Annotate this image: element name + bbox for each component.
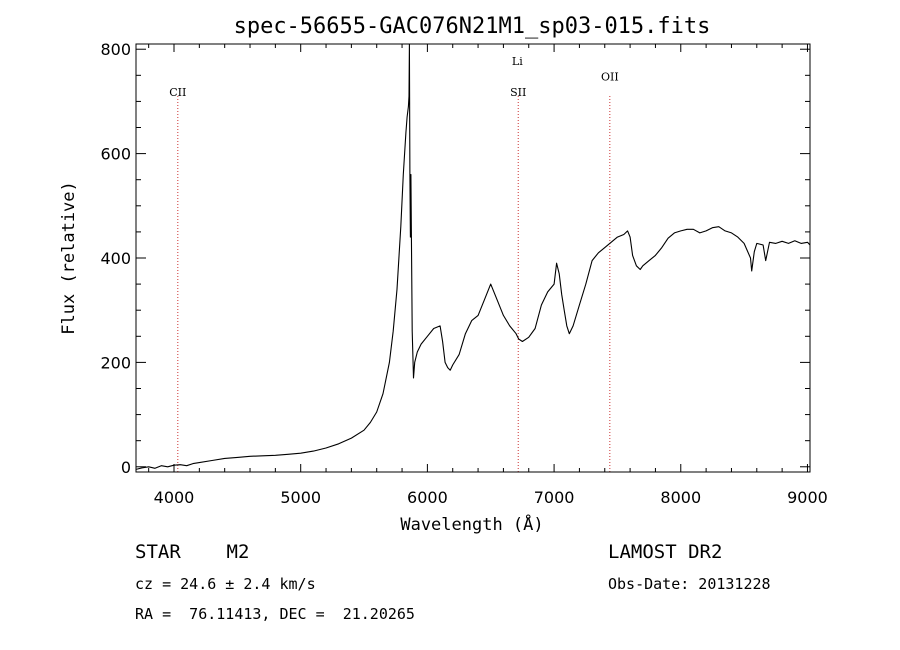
line-marker-label: Li xyxy=(512,55,523,68)
line-marker-label: SII xyxy=(510,86,526,99)
survey-name: LAMOST DR2 xyxy=(608,541,723,563)
y-tick-label: 400 xyxy=(100,249,131,268)
observation-date: Obs-Date: 20131228 xyxy=(608,575,771,593)
line-marker-label: OII xyxy=(601,71,619,84)
y-tick-label: 200 xyxy=(100,353,131,372)
y-axis-label: Flux (relative) xyxy=(59,181,79,335)
line-marker-label: CII xyxy=(169,86,186,99)
chart-title: spec-56655-GAC076N21M1_sp03-015.fits xyxy=(234,14,711,39)
x-tick-label: 7000 xyxy=(534,488,575,507)
x-axis-label: Wavelength (Å) xyxy=(400,513,543,535)
object-class: STAR M2 xyxy=(135,541,250,563)
axis-tick-layer: 4000 5000 6000 7000 8000 9000 0 200 400 600 800 xyxy=(100,40,827,507)
x-tick-label: 4000 xyxy=(154,488,195,507)
plot-frame xyxy=(135,43,811,473)
x-tick-label: 5000 xyxy=(280,488,321,507)
spectrum-series-line xyxy=(135,43,811,470)
y-tick-label: 800 xyxy=(100,40,131,59)
series-layer xyxy=(135,43,811,470)
x-tick-label: 8000 xyxy=(660,488,701,507)
x-tick-label: 9000 xyxy=(787,488,828,507)
redshift-velocity: cz = 24.6 ± 2.4 km/s xyxy=(135,575,316,593)
line-marker-layer: CII Li SII OII xyxy=(169,55,619,472)
y-tick-label: 600 xyxy=(100,145,131,164)
x-tick-label: 6000 xyxy=(407,488,448,507)
y-tick-label: 0 xyxy=(121,458,131,477)
sky-coordinates: RA = 76.11413, DEC = 21.20265 xyxy=(135,605,415,623)
